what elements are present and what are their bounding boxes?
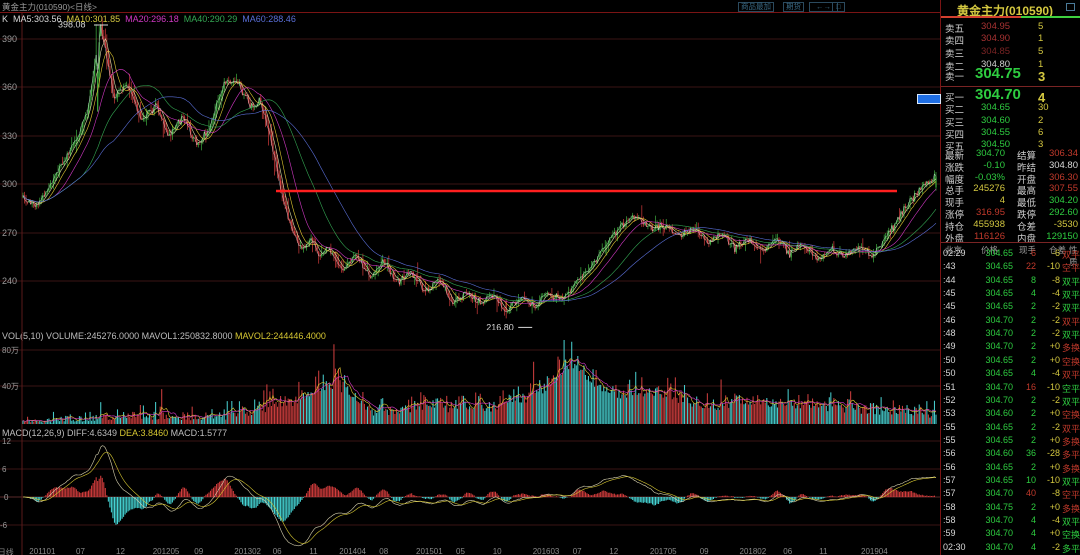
svg-text:MACD(12,26,9) DIFF:4.6349 DEA:: MACD(12,26,9) DIFF:4.6349 DEA:3.8460 MAC… <box>2 428 227 438</box>
svg-text:300: 300 <box>2 179 17 189</box>
svg-text:360: 360 <box>2 82 17 92</box>
svg-text:VOL(5,10) VOLUME:245276.0000 M: VOL(5,10) VOLUME:245276.0000 MAVOL1:2508… <box>2 331 326 341</box>
svg-text:6: 6 <box>2 465 7 474</box>
svg-text:240: 240 <box>2 276 17 286</box>
svg-text:80万: 80万 <box>2 346 19 355</box>
svg-text:0: 0 <box>4 493 9 502</box>
svg-text:390: 390 <box>2 34 17 44</box>
svg-text:12: 12 <box>2 437 11 446</box>
svg-text:40万: 40万 <box>2 382 19 391</box>
svg-text:-6: -6 <box>0 521 8 530</box>
svg-text:216.80: 216.80 <box>486 322 514 330</box>
svg-text:330: 330 <box>2 131 17 141</box>
svg-text:270: 270 <box>2 228 17 238</box>
